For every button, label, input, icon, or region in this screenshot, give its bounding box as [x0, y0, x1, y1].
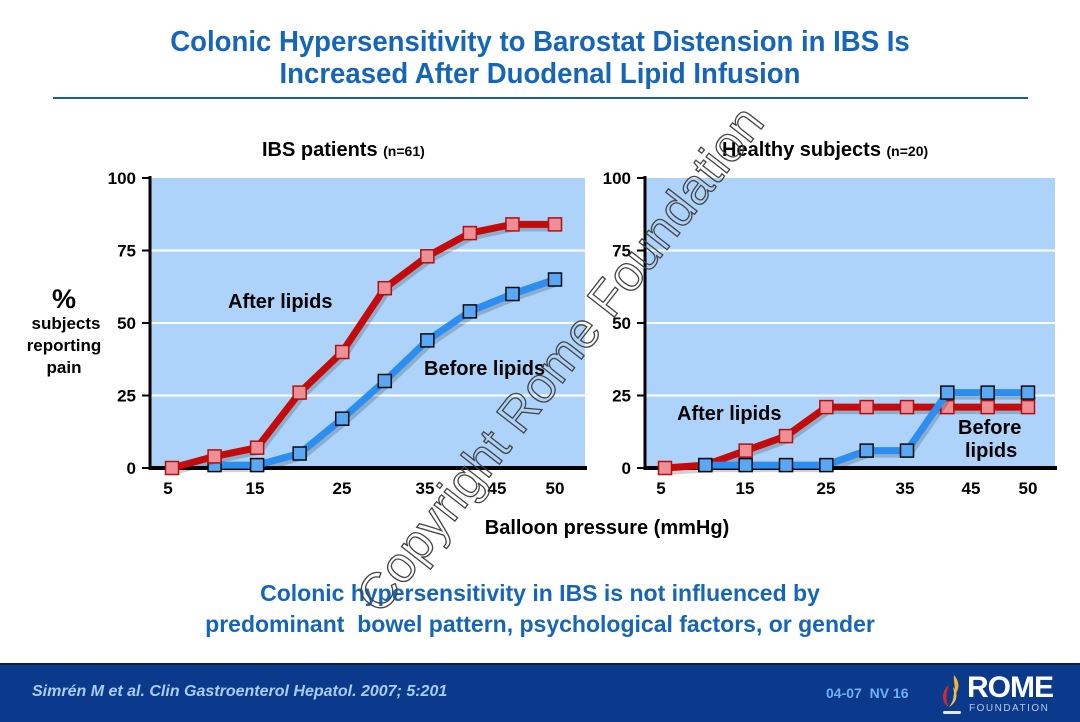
data-point-after-lipids — [859, 399, 874, 415]
data-point-before-lipids — [980, 385, 995, 400]
data-point-before-lipids — [778, 457, 794, 473]
data-point-after-lipids — [899, 399, 915, 415]
data-point-before-lipids — [377, 373, 393, 389]
logo-wordmark: ROME — [967, 671, 1054, 704]
chart-healthy: 0 25 50 75 100 5 15 25 35 45 50 After lipids Beforel… — [603, 169, 1057, 498]
footer-bar: Simrén M et al. Clin Gastroenterol Hepat… — [0, 663, 1080, 722]
data-point-before-lipids — [899, 443, 915, 458]
series-line-after-lipids — [661, 403, 1032, 472]
data-point-before-lipids — [292, 446, 307, 461]
conclusion-text: Colonic hypersensitivity in IBS is not i… — [0, 578, 1080, 640]
series-after-lipids — [164, 217, 563, 476]
y-axis-label-symbol: % — [51, 284, 76, 314]
x-tick-label: 45 — [488, 479, 507, 498]
data-point-before-lipids — [819, 457, 834, 473]
chart-subtitle-ibs: (n=61) — [383, 143, 425, 159]
data-point-before-lipids — [505, 286, 520, 302]
x-tick-label: 35 — [896, 479, 915, 498]
x-tick-label: 25 — [333, 479, 352, 498]
data-point-after-lipids — [738, 443, 753, 458]
x-tick-label: 50 — [1019, 479, 1038, 498]
slide-code: 04-07 NV 16 — [826, 685, 909, 701]
x-tick-label: 5 — [656, 479, 665, 498]
chart-ibs: 0 25 50 75 100 5 15 25 35 45 50 After lipids Before … — [108, 169, 587, 498]
y-axis-label-line-3: pain — [46, 358, 82, 377]
title-divider — [53, 97, 1028, 99]
data-point-before-lipids — [334, 411, 350, 426]
x-tick-label: 50 — [546, 479, 565, 498]
chart-title-ibs: IBS patients (n=61) — [262, 139, 425, 162]
data-point-after-lipids — [377, 280, 393, 296]
data-point-after-lipids — [249, 440, 265, 455]
x-tick-label: 45 — [962, 479, 981, 498]
data-point-before-lipids — [859, 443, 874, 458]
y-tick-label: 0 — [127, 459, 136, 478]
logo-subtext: FOUNDATION — [969, 703, 1050, 714]
conclusion-line-2: predominant bowel pattern, psychological… — [205, 611, 875, 637]
y-axis-label-line-2: reporting — [26, 336, 102, 355]
data-point-before-lipids — [738, 457, 753, 473]
y-tick-label: 75 — [117, 242, 136, 261]
flame-icon — [943, 675, 961, 714]
data-point-before-lipids — [698, 457, 713, 473]
data-point-after-lipids — [657, 460, 673, 476]
y-tick-label: 50 — [117, 314, 136, 333]
data-point-after-lipids — [819, 399, 834, 415]
series-line-after-lipids — [168, 220, 559, 472]
conclusion-line-1: Colonic hypersensitivity in IBS is not i… — [260, 580, 820, 606]
series-label-after-lipids: After lipids — [677, 403, 781, 425]
x-tick-label: 15 — [246, 479, 265, 498]
data-point-after-lipids — [207, 449, 222, 464]
x-axis-label: Balloon pressure (mmHg) — [484, 517, 730, 539]
data-point-after-lipids — [980, 399, 995, 415]
slide-title-line-2: Increased After Duodenal Lipid Infusion — [279, 58, 801, 90]
y-tick-label: 100 — [108, 169, 136, 188]
data-point-before-lipids — [249, 457, 265, 473]
y-tick-label: 75 — [612, 242, 631, 261]
slide-title-line-1: Colonic Hypersensitivity to Barostat Dis… — [170, 26, 910, 58]
data-point-after-lipids — [334, 344, 350, 360]
data-point-after-lipids — [1020, 399, 1036, 415]
data-point-after-lipids — [420, 249, 435, 264]
y-tick-label: 0 — [622, 459, 631, 478]
x-tick-label: 5 — [163, 479, 172, 498]
data-point-before-lipids — [547, 272, 563, 287]
data-point-after-lipids — [778, 428, 794, 444]
data-point-before-lipids — [420, 333, 435, 348]
chart-title-healthy: Healthy subjects (n=20) — [722, 139, 928, 162]
rome-foundation-logo: ROME FOUNDATION — [937, 671, 1067, 717]
data-point-after-lipids — [292, 385, 307, 400]
data-point-after-lipids — [547, 217, 563, 232]
series-label-after-lipids: After lipids — [228, 291, 332, 313]
series-label-before-lipids: Before lipids — [424, 358, 545, 380]
x-tick-label: 35 — [416, 479, 435, 498]
y-tick-label: 25 — [117, 387, 136, 406]
y-axis-label-line-1: subjects — [31, 314, 101, 333]
data-point-after-lipids — [462, 225, 478, 241]
data-point-before-lipids — [462, 304, 478, 319]
y-tick-label: 100 — [603, 169, 631, 188]
chart-title-ibs-text: IBS patients — [262, 139, 378, 161]
series-label-before-lipids: Before — [958, 417, 1021, 439]
x-tick-label: 15 — [736, 479, 755, 498]
data-point-before-lipids — [940, 385, 955, 400]
series-label-before-lipids: lipids — [965, 440, 1017, 462]
data-point-after-lipids — [505, 217, 520, 232]
y-axis-label: % subjects reporting pain — [14, 285, 114, 379]
data-point-after-lipids — [164, 460, 180, 476]
slide-title: Colonic Hypersensitivity to Barostat Dis… — [27, 26, 1053, 90]
chart-title-healthy-text: Healthy subjects — [722, 139, 881, 161]
citation: Simrén M et al. Clin Gastroenterol Hepat… — [32, 683, 448, 700]
series-before-lipids — [698, 385, 1036, 473]
y-tick-label: 50 — [612, 314, 631, 333]
chart-subtitle-healthy: (n=20) — [886, 143, 929, 159]
y-tick-label: 25 — [612, 387, 631, 406]
data-point-before-lipids — [1020, 385, 1036, 400]
x-tick-label: 25 — [817, 479, 836, 498]
series-before-lipids — [207, 272, 563, 473]
